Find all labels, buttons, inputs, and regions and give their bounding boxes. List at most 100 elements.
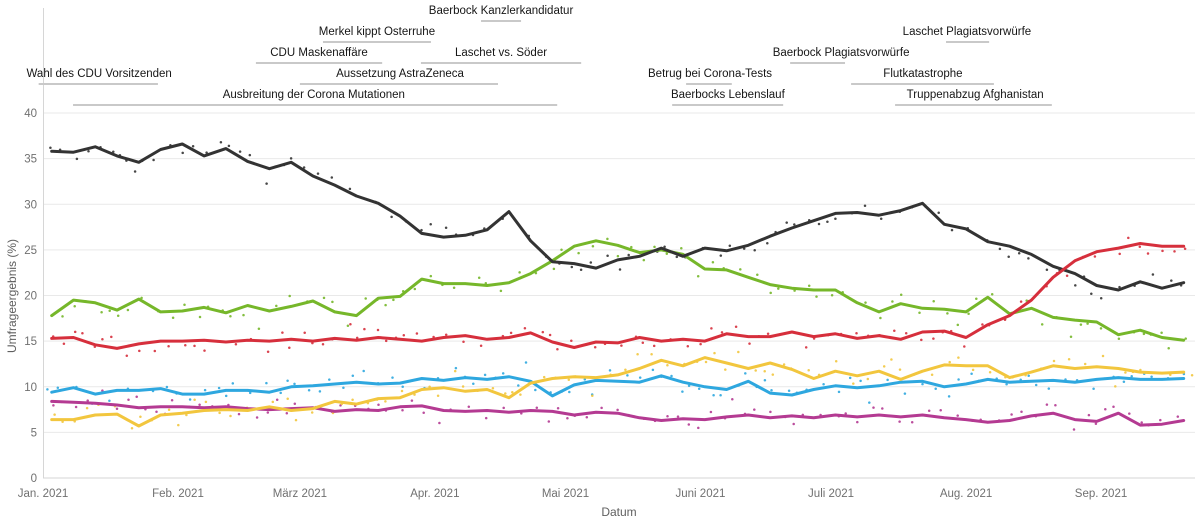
poll-dot: [1045, 268, 1049, 272]
poll-dot: [1140, 421, 1143, 424]
poll-dot: [534, 388, 537, 392]
poll-dot: [680, 246, 683, 250]
poll-dot: [184, 344, 187, 347]
poll-dot: [697, 387, 701, 390]
poll-dot: [956, 414, 959, 417]
poll-dot: [108, 399, 111, 403]
poll-dot: [971, 368, 975, 372]
poll-dot: [1010, 413, 1013, 416]
event-label: Ausbreitung der Corona Mutationen: [223, 89, 405, 101]
poll-dot: [834, 217, 837, 220]
poll-dot: [535, 406, 539, 409]
poll-dot: [348, 187, 352, 191]
poll-dot: [477, 276, 481, 280]
poll-dot: [275, 398, 279, 401]
poll-dot: [939, 408, 942, 412]
poll-dot: [1065, 274, 1069, 277]
poll-dot: [756, 273, 759, 277]
poll-dot: [681, 390, 684, 393]
series-dots-black-line: [49, 141, 1183, 300]
axis-tick-labels: 0 5 10 15 20 25 30 35 40 Jan. 2021 Feb. 2021 März 2…: [18, 108, 1127, 500]
poll-dot: [87, 149, 90, 153]
event-label: Aussetzung AstraZeneca: [336, 68, 464, 80]
poll-dot: [444, 226, 448, 229]
event-label: Merkel kippt Osterruhe: [319, 26, 435, 38]
poll-dot: [511, 390, 514, 394]
poll-dot: [932, 337, 935, 340]
y-tick-label-5: 5: [31, 427, 37, 439]
event-label: Laschet vs. Söder: [455, 47, 547, 59]
poll-dot: [153, 349, 157, 353]
poll-dot: [242, 313, 245, 317]
poll-dot: [872, 406, 875, 409]
poll-dot: [86, 399, 89, 402]
poll-dot: [903, 392, 907, 395]
poll-dot: [560, 248, 563, 252]
poll-dot: [1118, 252, 1121, 256]
poll-dot: [198, 403, 201, 406]
poll-dot: [766, 242, 769, 245]
poll-dot: [1067, 357, 1071, 361]
poll-dot: [1099, 327, 1103, 330]
poll-dot: [763, 378, 767, 382]
poll-dot: [998, 247, 1002, 251]
poll-dot: [248, 153, 252, 157]
poll-dot: [1027, 374, 1030, 377]
poll-dot: [377, 403, 380, 406]
poll-dot: [523, 326, 527, 330]
poll-dot: [608, 369, 612, 372]
poll-dot: [848, 376, 852, 380]
poll-dot: [331, 300, 334, 304]
poll-dot: [687, 423, 691, 426]
poll-dot: [1142, 332, 1146, 336]
poll-dot: [1117, 337, 1121, 340]
x-tick-label: Juli 2021: [808, 488, 854, 500]
poll-dot: [266, 411, 270, 414]
poll-dot: [62, 342, 66, 346]
poll-dot: [593, 345, 597, 349]
poll-dot: [766, 332, 770, 335]
poll-dot: [125, 354, 129, 358]
poll-dot: [881, 407, 884, 410]
poll-dot: [302, 166, 306, 169]
x-axis-title: Datum: [601, 505, 636, 519]
poll-dot: [61, 315, 64, 318]
poll-dot: [183, 303, 186, 306]
poll-dot: [1151, 273, 1155, 276]
poll-dot: [696, 274, 700, 278]
poll-dot: [886, 378, 889, 382]
poll-dot: [499, 289, 503, 293]
poll-dot: [436, 394, 440, 397]
event-label: Truppenabzug Afghanistan: [907, 89, 1044, 101]
poll-dot: [957, 378, 960, 381]
poll-dot: [624, 368, 627, 372]
poll-dot: [710, 327, 713, 330]
poll-dot: [863, 204, 867, 208]
event-annotations: Baerbock Kanzlerkandidatur Merkel kippt O…: [27, 5, 1052, 106]
poll-dot: [52, 404, 55, 407]
trend-lines: [50, 142, 1186, 428]
poll-dot: [188, 398, 192, 401]
poll-dot: [1104, 407, 1107, 411]
poll-dot: [807, 368, 810, 372]
poll-dot: [390, 215, 393, 219]
poll-dot: [1086, 322, 1089, 325]
y-tick-label-10: 10: [24, 382, 37, 394]
poll-dot: [438, 421, 441, 425]
poll-dot: [1099, 296, 1103, 300]
event-range-bar: [790, 62, 846, 64]
poll-dot: [868, 401, 871, 404]
poll-dot: [392, 298, 395, 302]
poll-dot: [401, 385, 404, 389]
poll-dot: [1087, 413, 1091, 417]
poll-dot: [1176, 415, 1180, 418]
poll-dot: [804, 346, 808, 349]
poll-dot: [719, 254, 723, 257]
y-tick-label-30: 30: [24, 199, 37, 211]
poll-dot: [855, 331, 858, 335]
poll-dot: [170, 398, 174, 402]
poll-dot: [975, 297, 978, 301]
y-tick-label-40: 40: [24, 108, 37, 120]
poll-dot: [171, 316, 175, 320]
poll-dot: [898, 368, 902, 371]
